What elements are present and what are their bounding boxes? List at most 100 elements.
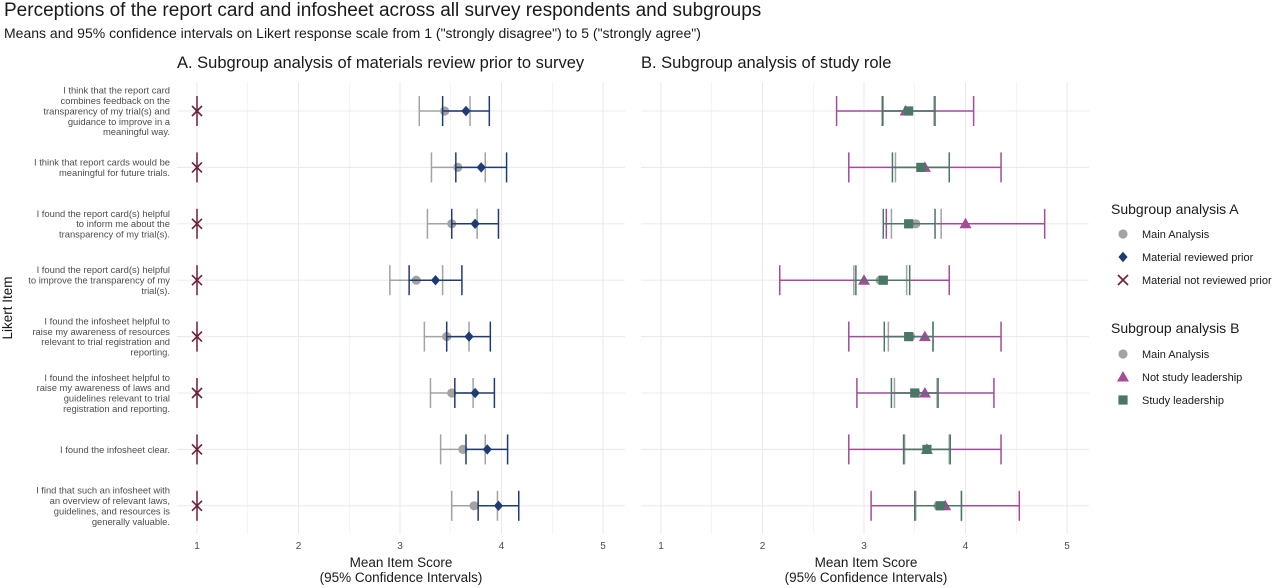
y-category-label: I found the report card(s) helpful [37,264,170,275]
data-point [470,387,480,399]
y-category-label: meaningful for future trials. [59,167,170,178]
data-point-stroke-b [191,274,203,286]
legend-entry: Not study leadership [1117,371,1242,384]
data-point [959,217,972,229]
legend-title: Subgroup analysis B [1111,320,1239,336]
y-category-label: to inform me about the [76,218,170,229]
y-category-label: I found the infosheet helpful to [44,372,170,383]
y-category-label: I found the report card(s) helpful [37,208,170,219]
data-point-stroke-b [191,387,203,399]
y-category-label: raise my awareness of laws and [37,382,170,393]
data-point [935,501,945,511]
legend-label: Study leadership [1142,395,1224,407]
legend-entry: Material reviewed prior [1118,251,1254,264]
y-category-label: I find that such an infosheet with [36,485,170,496]
data-point-stroke-b [191,443,203,455]
data-point [910,388,920,398]
data-point [191,218,203,230]
data-point [430,275,441,286]
data-point [191,274,203,286]
y-category-label: I found the infosheet helpful to [44,315,170,326]
data-point [878,275,888,285]
panel-b: B. Subgroup analysis of study role 1 2 3 4 5 M… [641,54,1089,585]
legend-entry: Main Analysis [1118,349,1210,361]
legend-entry: Study leadership [1118,395,1224,407]
y-category-label: guidelines, and resources is [54,505,171,516]
x-tick-label: 2 [760,541,766,552]
data-point-stroke-b [191,105,203,117]
y-category-label: relevant to trial registration and [41,336,170,347]
y-category-label: reporting. [130,347,170,358]
x-tick-label: 5 [600,541,606,552]
legend-label: Material not reviewed prior [1142,275,1272,287]
x-axis-title: Mean Item Score [350,555,453,570]
legend-square-icon [1118,395,1128,405]
data-point [191,105,203,117]
y-category-label: trial(s). [141,285,170,296]
data-point [922,444,932,454]
data-point-stroke-b [191,218,203,230]
x-tick-label: 3 [397,541,403,552]
data-point [191,500,203,512]
figure-subtitle: Means and 95% confidence intervals on Li… [4,25,701,41]
data-point [470,218,480,229]
series-study-leadership [855,96,963,521]
y-category-label: transparency of my trial(s). [59,229,170,240]
series-main-analysis [389,96,499,521]
data-point [191,387,203,399]
y-category-label: I think that report cards would be [34,157,170,168]
panel-title: B. Subgroup analysis of study role [641,54,891,72]
x-tick-label: 4 [499,541,505,552]
y-category-label: to improve the transparency of my [28,275,170,286]
y-category-label: registration and reporting. [63,403,170,414]
legend-circle-icon [1118,229,1128,239]
legend-cross-icon [1117,274,1129,286]
legend-entry: Main Analysis [1118,229,1210,241]
legend-cross-icon-stroke-b [1117,274,1129,286]
data-point [904,106,914,116]
x-tick-label: 1 [658,541,664,552]
y-axis-title: Likert Item [0,276,15,339]
legend-diamond-icon [1118,251,1128,263]
x-axis-title: (95% Confidence Intervals) [785,570,948,585]
data-point [464,331,474,342]
legend-title: Subgroup analysis A [1111,201,1239,217]
data-point [461,105,471,117]
data-point-stroke-b [191,331,203,343]
y-category-label: raise my awareness of resources [32,326,170,337]
data-point [904,332,914,342]
legend: Subgroup analysis A Main Analysis Material… [1111,201,1272,407]
legend-label: Material reviewed prior [1142,252,1254,264]
data-point [493,500,504,511]
x-axis-title: (95% Confidence Intervals) [320,570,483,585]
series-not-study-leadership [779,96,1046,521]
x-tick-label: 1 [194,541,200,552]
legend-label: Main Analysis [1142,229,1210,241]
panel-a: A. Subgroup analysis of materials review… [177,54,625,585]
panel-title: A. Subgroup analysis of materials review… [177,54,585,72]
x-tick-label: 4 [963,541,969,552]
y-category-label: transparency of my trial(s) and [43,105,170,116]
data-point [916,162,926,172]
data-point [904,219,914,229]
x-tick-label: 2 [296,541,302,552]
y-category-label: I think that the report card [63,85,170,96]
legend-circle-icon [1118,349,1128,359]
y-category-label: generally valuable. [92,516,170,527]
data-point-stroke-b [191,500,203,512]
x-tick-label: 5 [1064,541,1070,552]
series-main-analysis [853,96,963,521]
legend-entry: Material not reviewed prior [1117,274,1272,287]
y-category-label: guidance to improve in a [68,116,171,127]
data-point [469,501,479,511]
legend-label: Main Analysis [1142,349,1210,361]
series-material-not-reviewed-prior [191,96,203,521]
y-category-label: I found the infosheet clear. [60,444,170,455]
series-material-reviewed-prior [408,96,520,521]
data-point [476,162,486,173]
data-point [191,161,203,173]
x-tick-label: 3 [861,541,867,552]
y-category-label: combines feedback on the [61,95,170,106]
